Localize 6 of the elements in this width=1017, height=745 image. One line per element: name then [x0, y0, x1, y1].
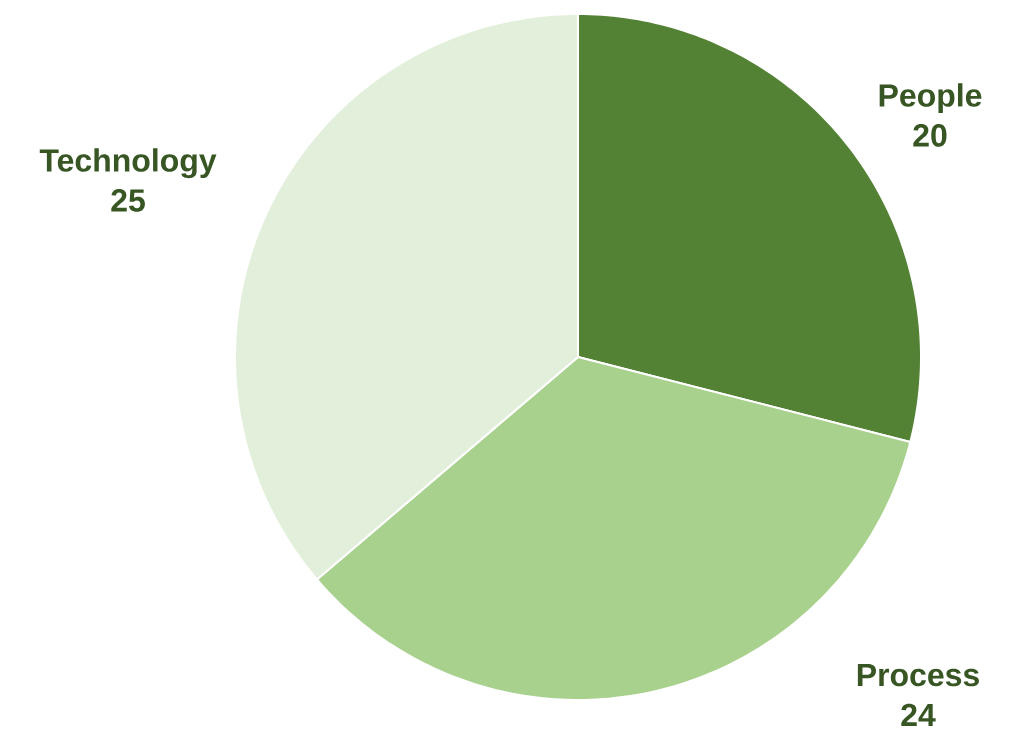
slice-label: Process	[857, 663, 979, 687]
slice-label: People	[879, 83, 982, 114]
data-label: 20	[913, 124, 947, 147]
data-label: 24	[901, 703, 936, 726]
data-label: 25	[111, 189, 145, 212]
slice-label: Technology	[39, 148, 217, 179]
